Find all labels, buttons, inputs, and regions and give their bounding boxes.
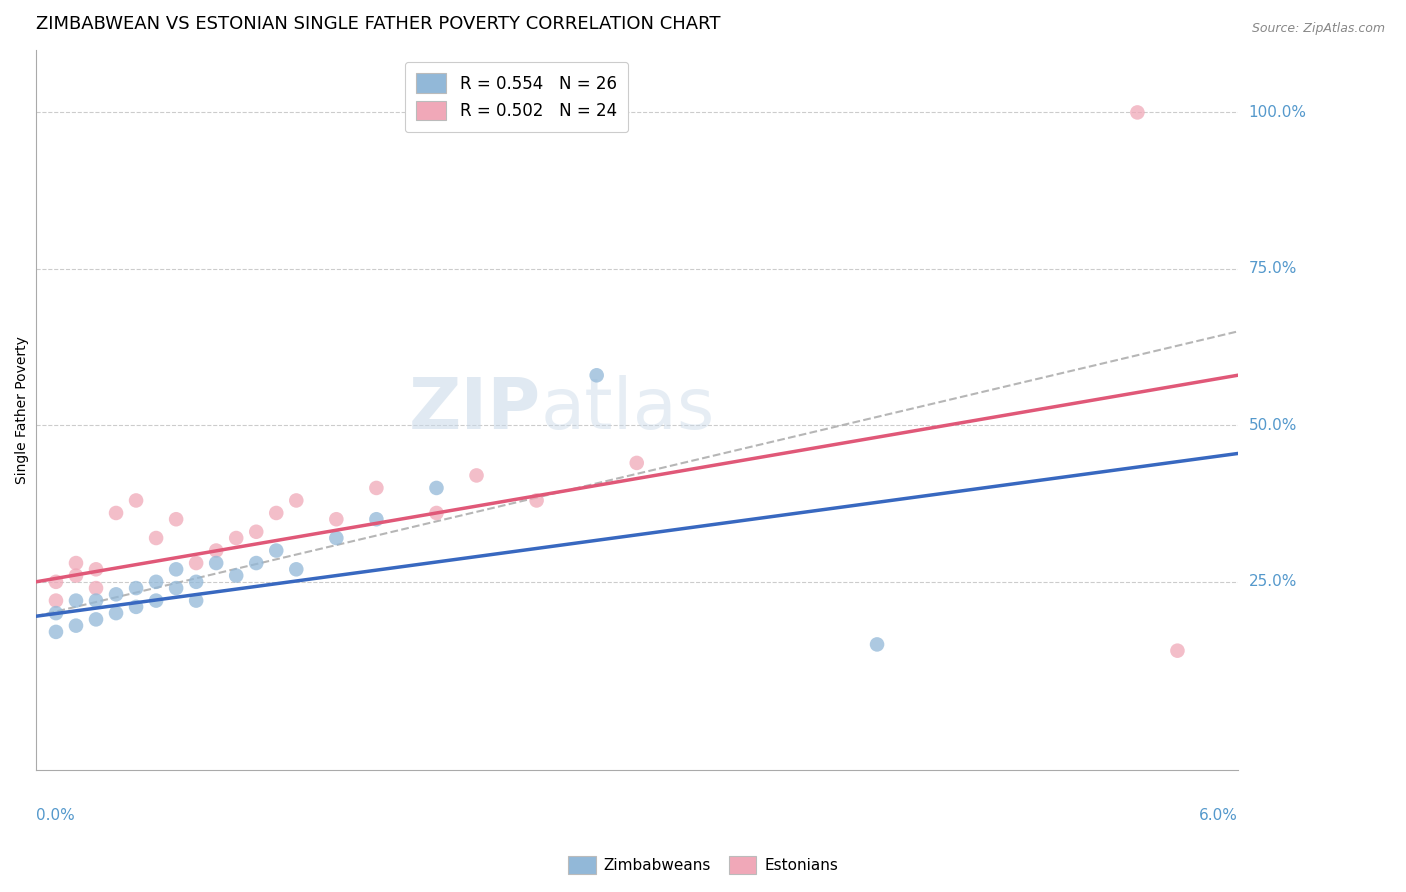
Point [225, 531, 247, 545]
Text: ZIP: ZIP [408, 376, 541, 444]
Point [1126, 105, 1149, 120]
Point [165, 512, 187, 526]
Y-axis label: Single Father Poverty: Single Father Poverty [15, 335, 30, 483]
Point [65, 593, 87, 607]
Point [186, 574, 208, 589]
Point [366, 481, 388, 495]
Point [425, 506, 447, 520]
Point [105, 506, 128, 520]
Point [245, 524, 267, 539]
Point [465, 468, 488, 483]
Point [264, 506, 287, 520]
Point [105, 606, 128, 620]
Point [186, 593, 208, 607]
Point [585, 368, 607, 383]
Point [84, 581, 107, 595]
Point [626, 456, 648, 470]
Point [866, 637, 889, 651]
Point [1166, 643, 1188, 657]
Point [165, 562, 187, 576]
Text: 75.0%: 75.0% [1249, 261, 1296, 277]
Point [45, 593, 67, 607]
Point [285, 493, 308, 508]
Point [105, 587, 128, 601]
Point [225, 568, 247, 582]
Point [264, 543, 287, 558]
Point [45, 606, 67, 620]
Point [425, 481, 447, 495]
Point [145, 531, 167, 545]
Point [65, 568, 87, 582]
Point [145, 593, 167, 607]
Point [205, 543, 228, 558]
Point [84, 593, 107, 607]
Text: Source: ZipAtlas.com: Source: ZipAtlas.com [1251, 22, 1385, 36]
Point [45, 624, 67, 639]
Point [125, 493, 148, 508]
Text: 50.0%: 50.0% [1249, 417, 1296, 433]
Text: 100.0%: 100.0% [1249, 105, 1306, 120]
Point [125, 599, 148, 614]
Point [325, 512, 347, 526]
Point [65, 618, 87, 632]
Point [145, 574, 167, 589]
Text: ZIMBABWEAN VS ESTONIAN SINGLE FATHER POVERTY CORRELATION CHART: ZIMBABWEAN VS ESTONIAN SINGLE FATHER POV… [37, 15, 720, 33]
Text: atlas: atlas [541, 376, 716, 444]
Point [285, 562, 308, 576]
Point [325, 531, 347, 545]
Text: 0.0%: 0.0% [37, 808, 75, 823]
Point [84, 612, 107, 626]
Legend: Zimbabweans, Estonians: Zimbabweans, Estonians [562, 850, 844, 880]
Point [245, 556, 267, 570]
Text: 6.0%: 6.0% [1199, 808, 1237, 823]
Text: 25.0%: 25.0% [1249, 574, 1296, 590]
Point [366, 512, 388, 526]
Point [165, 581, 187, 595]
Point [65, 556, 87, 570]
Point [526, 493, 548, 508]
Point [125, 581, 148, 595]
Point [205, 556, 228, 570]
Legend: R = 0.554   N = 26, R = 0.502   N = 24: R = 0.554 N = 26, R = 0.502 N = 24 [405, 62, 628, 132]
Point [45, 574, 67, 589]
Point [186, 556, 208, 570]
Point [84, 562, 107, 576]
